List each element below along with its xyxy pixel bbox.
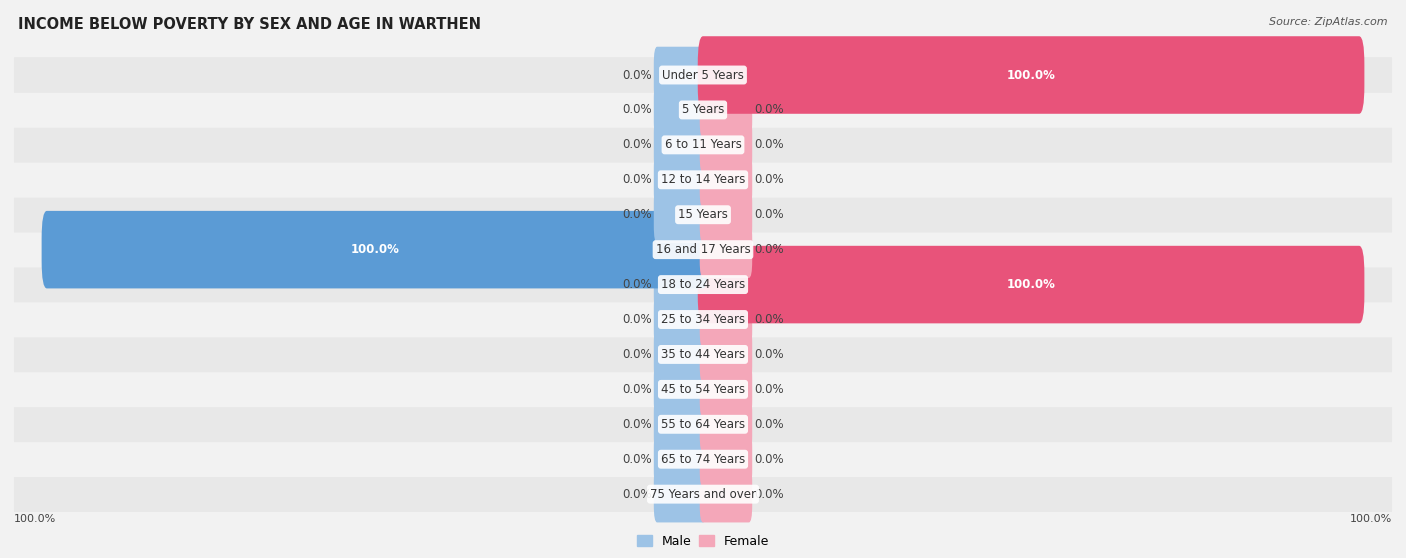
- FancyBboxPatch shape: [700, 291, 752, 348]
- FancyBboxPatch shape: [14, 232, 1392, 267]
- Text: 0.0%: 0.0%: [623, 138, 652, 151]
- Text: 0.0%: 0.0%: [623, 278, 652, 291]
- Text: 100.0%: 100.0%: [1350, 514, 1392, 524]
- Text: 12 to 14 Years: 12 to 14 Years: [661, 174, 745, 186]
- FancyBboxPatch shape: [14, 57, 1392, 93]
- FancyBboxPatch shape: [700, 361, 752, 417]
- FancyBboxPatch shape: [654, 466, 706, 522]
- Text: 0.0%: 0.0%: [754, 418, 783, 431]
- FancyBboxPatch shape: [14, 372, 1392, 407]
- Text: 0.0%: 0.0%: [623, 103, 652, 117]
- FancyBboxPatch shape: [14, 336, 1392, 372]
- FancyBboxPatch shape: [700, 152, 752, 208]
- Legend: Male, Female: Male, Female: [631, 530, 775, 553]
- FancyBboxPatch shape: [14, 197, 1392, 233]
- Text: 0.0%: 0.0%: [754, 174, 783, 186]
- FancyBboxPatch shape: [654, 396, 706, 453]
- FancyBboxPatch shape: [654, 152, 706, 208]
- Text: 0.0%: 0.0%: [754, 488, 783, 501]
- Text: 0.0%: 0.0%: [623, 418, 652, 431]
- Text: 0.0%: 0.0%: [623, 174, 652, 186]
- FancyBboxPatch shape: [700, 466, 752, 522]
- FancyBboxPatch shape: [14, 267, 1392, 302]
- Text: 0.0%: 0.0%: [623, 313, 652, 326]
- Text: 16 and 17 Years: 16 and 17 Years: [655, 243, 751, 256]
- FancyBboxPatch shape: [654, 291, 706, 348]
- Text: 75 Years and over: 75 Years and over: [650, 488, 756, 501]
- Text: 100.0%: 100.0%: [350, 243, 399, 256]
- FancyBboxPatch shape: [654, 431, 706, 488]
- FancyBboxPatch shape: [700, 222, 752, 278]
- FancyBboxPatch shape: [654, 256, 706, 313]
- FancyBboxPatch shape: [700, 186, 752, 243]
- FancyBboxPatch shape: [14, 127, 1392, 163]
- Text: 25 to 34 Years: 25 to 34 Years: [661, 313, 745, 326]
- FancyBboxPatch shape: [700, 431, 752, 488]
- FancyBboxPatch shape: [697, 36, 1364, 114]
- FancyBboxPatch shape: [700, 81, 752, 138]
- FancyBboxPatch shape: [700, 326, 752, 383]
- FancyBboxPatch shape: [14, 477, 1392, 512]
- Text: INCOME BELOW POVERTY BY SEX AND AGE IN WARTHEN: INCOME BELOW POVERTY BY SEX AND AGE IN W…: [18, 17, 481, 32]
- FancyBboxPatch shape: [14, 92, 1392, 128]
- Text: 55 to 64 Years: 55 to 64 Years: [661, 418, 745, 431]
- Text: 0.0%: 0.0%: [754, 348, 783, 361]
- Text: Source: ZipAtlas.com: Source: ZipAtlas.com: [1270, 17, 1388, 27]
- Text: 65 to 74 Years: 65 to 74 Years: [661, 453, 745, 466]
- FancyBboxPatch shape: [654, 47, 706, 103]
- Text: 0.0%: 0.0%: [754, 383, 783, 396]
- FancyBboxPatch shape: [14, 302, 1392, 338]
- FancyBboxPatch shape: [654, 117, 706, 173]
- FancyBboxPatch shape: [654, 81, 706, 138]
- FancyBboxPatch shape: [697, 246, 1364, 323]
- FancyBboxPatch shape: [654, 361, 706, 417]
- Text: 0.0%: 0.0%: [623, 383, 652, 396]
- Text: 0.0%: 0.0%: [623, 208, 652, 221]
- Text: 0.0%: 0.0%: [754, 313, 783, 326]
- FancyBboxPatch shape: [700, 396, 752, 453]
- FancyBboxPatch shape: [42, 211, 709, 288]
- Text: 18 to 24 Years: 18 to 24 Years: [661, 278, 745, 291]
- Text: 0.0%: 0.0%: [623, 348, 652, 361]
- Text: 0.0%: 0.0%: [623, 488, 652, 501]
- FancyBboxPatch shape: [700, 117, 752, 173]
- Text: 0.0%: 0.0%: [754, 138, 783, 151]
- Text: 0.0%: 0.0%: [754, 103, 783, 117]
- FancyBboxPatch shape: [654, 186, 706, 243]
- Text: 15 Years: 15 Years: [678, 208, 728, 221]
- Text: 0.0%: 0.0%: [623, 69, 652, 81]
- Text: Under 5 Years: Under 5 Years: [662, 69, 744, 81]
- Text: 45 to 54 Years: 45 to 54 Years: [661, 383, 745, 396]
- Text: 0.0%: 0.0%: [754, 243, 783, 256]
- Text: 0.0%: 0.0%: [754, 208, 783, 221]
- Text: 35 to 44 Years: 35 to 44 Years: [661, 348, 745, 361]
- FancyBboxPatch shape: [654, 326, 706, 383]
- FancyBboxPatch shape: [14, 441, 1392, 477]
- Text: 6 to 11 Years: 6 to 11 Years: [665, 138, 741, 151]
- FancyBboxPatch shape: [14, 162, 1392, 198]
- Text: 0.0%: 0.0%: [623, 453, 652, 466]
- Text: 0.0%: 0.0%: [754, 453, 783, 466]
- FancyBboxPatch shape: [14, 406, 1392, 442]
- Text: 100.0%: 100.0%: [14, 514, 56, 524]
- Text: 100.0%: 100.0%: [1007, 69, 1056, 81]
- Text: 5 Years: 5 Years: [682, 103, 724, 117]
- Text: 100.0%: 100.0%: [1007, 278, 1056, 291]
